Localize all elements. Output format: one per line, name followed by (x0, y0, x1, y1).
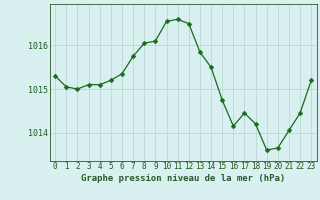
X-axis label: Graphe pression niveau de la mer (hPa): Graphe pression niveau de la mer (hPa) (81, 174, 285, 183)
